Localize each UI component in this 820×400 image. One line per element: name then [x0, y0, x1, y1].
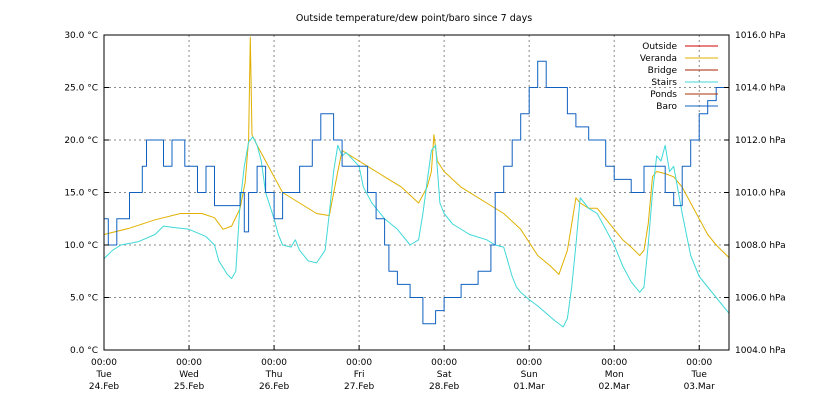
x-tick-label: 00:00 [516, 358, 542, 368]
x-tick-label: Sat [437, 370, 452, 380]
y-left-tick-label: 5.0 °C [70, 294, 98, 304]
y-left-tick-label: 25.0 °C [64, 84, 98, 94]
chart-title: Outside temperature/dew point/baro since… [296, 13, 532, 24]
x-tick-label: Tue [95, 370, 112, 380]
legend-label-stairs: Stairs [651, 78, 677, 88]
y-left-tick-label: 30.0 °C [64, 31, 98, 41]
x-tick-label: Fri [354, 370, 365, 380]
y-left-tick-label: 20.0 °C [64, 136, 98, 146]
x-tick-label: 25.Feb [174, 382, 205, 392]
legend-label-ponds: Ponds [650, 90, 677, 100]
y-right-tick-label: 1014.0 hPa [735, 84, 786, 94]
grid [104, 35, 729, 350]
x-tick-label: 03.Mar [684, 382, 716, 392]
x-tick-label: Mon [605, 370, 624, 380]
legend: Outside Veranda Bridge Stairs Ponds Baro [640, 42, 718, 112]
series-line-veranda [103, 36, 730, 275]
x-tick-label: 02.Mar [599, 382, 631, 392]
x-tick-label: 00:00 [431, 358, 457, 368]
series-line-stairs [103, 136, 730, 328]
y-left-tick-label: 0.0 °C [70, 346, 98, 356]
legend-label-baro: Baro [656, 102, 677, 112]
x-axis: 00:00 Tue 24.Feb 00:00 Wed 25.Feb 00:00 Thu 26.F… [89, 345, 715, 392]
x-tick-label: Sun [521, 370, 538, 380]
legend-label-outside: Outside [642, 42, 677, 52]
x-tick-label: 00:00 [176, 358, 202, 368]
series-layer [103, 36, 730, 328]
x-tick-label: 27.Feb [344, 382, 375, 392]
series-line-baro [104, 60, 729, 325]
y-right-tick-label: 1010.0 hPa [735, 189, 786, 199]
y-right-tick-label: 1016.0 hPa [735, 31, 786, 41]
x-tick-label: Wed [179, 370, 199, 380]
y-right-tick-label: 1004.0 hPa [735, 346, 786, 356]
x-tick-label: 00:00 [601, 358, 627, 368]
y-left-tick-label: 15.0 °C [64, 189, 98, 199]
x-tick-label: Tue [691, 370, 708, 380]
legend-label-veranda: Veranda [640, 54, 677, 64]
x-tick-label: 28.Feb [429, 382, 460, 392]
x-tick-label: 00:00 [261, 358, 287, 368]
y-left-tick-label: 10.0 °C [64, 241, 98, 251]
x-tick-label: 00:00 [346, 358, 372, 368]
x-tick-label: 26.Feb [259, 382, 290, 392]
x-tick-label: 24.Feb [89, 382, 120, 392]
x-tick-label: Thu [265, 370, 283, 380]
x-tick-label: 01.Mar [514, 382, 546, 392]
x-tick-label: 00:00 [91, 358, 117, 368]
y-axis-right: 1004.0 hPa 1006.0 hPa 1008.0 hPa 1010.0 hPa… [724, 31, 786, 356]
y-right-tick-label: 1006.0 hPa [735, 294, 786, 304]
y-right-tick-label: 1008.0 hPa [735, 241, 786, 251]
y-axis-left: 0.0 °C 5.0 °C 10.0 °C 15.0 °C 20.0 °C 25.0 °C… [64, 31, 109, 356]
legend-label-bridge: Bridge [648, 66, 678, 76]
y-right-tick-label: 1012.0 hPa [735, 136, 786, 146]
x-tick-label: 00:00 [686, 358, 712, 368]
